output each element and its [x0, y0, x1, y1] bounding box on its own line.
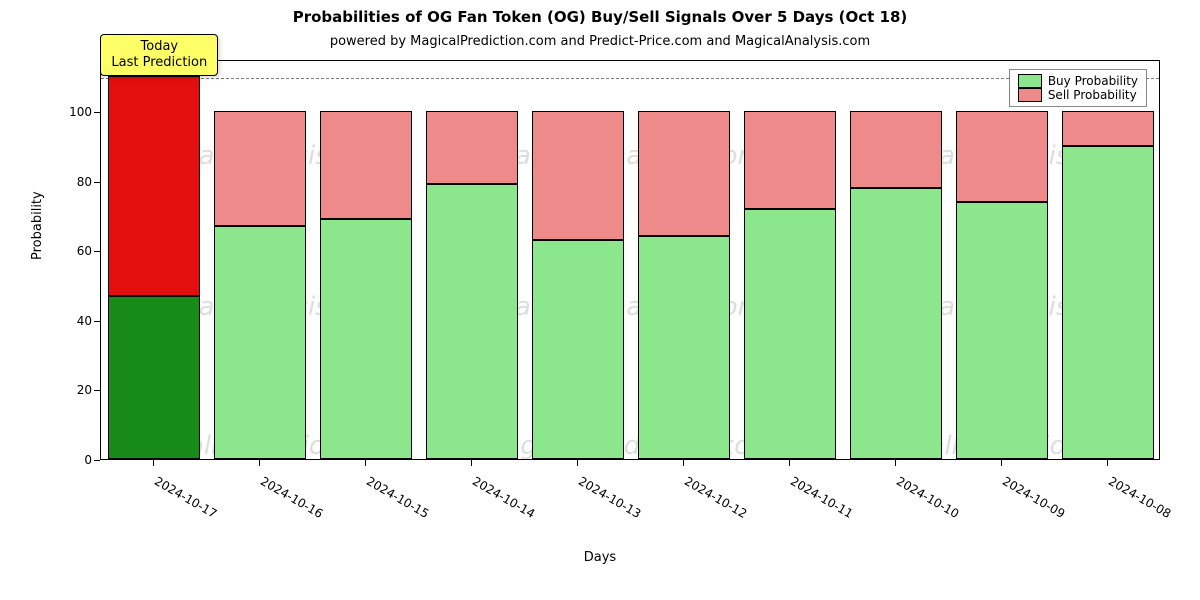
legend-swatch-sell	[1018, 88, 1042, 102]
x-tick-mark	[683, 460, 684, 466]
bar-sell	[426, 111, 517, 184]
bar-sell	[214, 111, 305, 226]
bar-buy	[850, 188, 941, 459]
today-callout-line2: Last Prediction	[111, 55, 207, 71]
legend-label-sell: Sell Probability	[1048, 88, 1137, 102]
x-tick-mark	[1107, 460, 1108, 466]
legend: Buy Probability Sell Probability	[1009, 69, 1147, 107]
bar-sell	[638, 111, 729, 236]
bar-group	[108, 61, 199, 459]
y-tick-label: 0	[32, 453, 92, 467]
bar-group	[744, 61, 835, 459]
x-tick-label: 2024-10-16	[258, 474, 325, 521]
bar-buy	[320, 219, 411, 459]
bar-buy	[532, 240, 623, 459]
x-tick-label: 2024-10-15	[364, 474, 431, 521]
bar-buy	[744, 209, 835, 459]
bar-sell	[744, 111, 835, 208]
chart-title: Probabilities of OG Fan Token (OG) Buy/S…	[0, 8, 1200, 26]
bar-buy	[426, 184, 517, 459]
chart-container: Probabilities of OG Fan Token (OG) Buy/S…	[0, 0, 1200, 600]
bar-sell	[108, 76, 199, 295]
x-tick-mark	[471, 460, 472, 466]
bar-group	[956, 61, 1047, 459]
bar-group	[850, 61, 941, 459]
x-tick-label: 2024-10-14	[470, 474, 537, 521]
y-tick-mark	[94, 460, 100, 461]
x-tick-mark	[789, 460, 790, 466]
y-tick-label: 80	[32, 175, 92, 189]
bar-buy	[214, 226, 305, 459]
legend-swatch-buy	[1018, 74, 1042, 88]
x-tick-mark	[365, 460, 366, 466]
x-axis-label: Days	[0, 550, 1200, 565]
bar-buy	[638, 236, 729, 459]
x-tick-mark	[577, 460, 578, 466]
x-tick-label: 2024-10-17	[152, 474, 219, 521]
x-tick-label: 2024-10-08	[1106, 474, 1173, 521]
x-tick-mark	[259, 460, 260, 466]
x-tick-label: 2024-10-11	[788, 474, 855, 521]
bar-sell	[320, 111, 411, 219]
today-callout-line1: Today	[111, 39, 207, 55]
legend-item-buy: Buy Probability	[1018, 74, 1138, 88]
today-callout: Today Last Prediction	[100, 34, 218, 75]
legend-item-sell: Sell Probability	[1018, 88, 1138, 102]
bar-group	[1062, 61, 1153, 459]
y-tick-label: 40	[32, 314, 92, 328]
x-tick-mark	[153, 460, 154, 466]
bar-buy	[108, 296, 199, 459]
legend-label-buy: Buy Probability	[1048, 74, 1138, 88]
y-tick-label: 100	[32, 105, 92, 119]
x-tick-label: 2024-10-13	[576, 474, 643, 521]
x-tick-label: 2024-10-09	[1000, 474, 1067, 521]
bar-sell	[956, 111, 1047, 201]
bar-buy	[956, 202, 1047, 459]
bar-group	[638, 61, 729, 459]
bar-sell	[1062, 111, 1153, 146]
x-tick-mark	[1001, 460, 1002, 466]
bar-group	[320, 61, 411, 459]
bar-group	[532, 61, 623, 459]
bar-group	[426, 61, 517, 459]
bar-group	[214, 61, 305, 459]
x-tick-mark	[895, 460, 896, 466]
x-tick-label: 2024-10-10	[894, 474, 961, 521]
y-tick-label: 60	[32, 244, 92, 258]
bars-layer	[101, 61, 1159, 459]
bar-sell	[850, 111, 941, 188]
bar-sell	[532, 111, 623, 240]
x-tick-label: 2024-10-12	[682, 474, 749, 521]
plot-area: MagicalAnalysis.comMagicalAnalysis.comMa…	[100, 60, 1160, 460]
bar-buy	[1062, 146, 1153, 459]
y-tick-label: 20	[32, 383, 92, 397]
